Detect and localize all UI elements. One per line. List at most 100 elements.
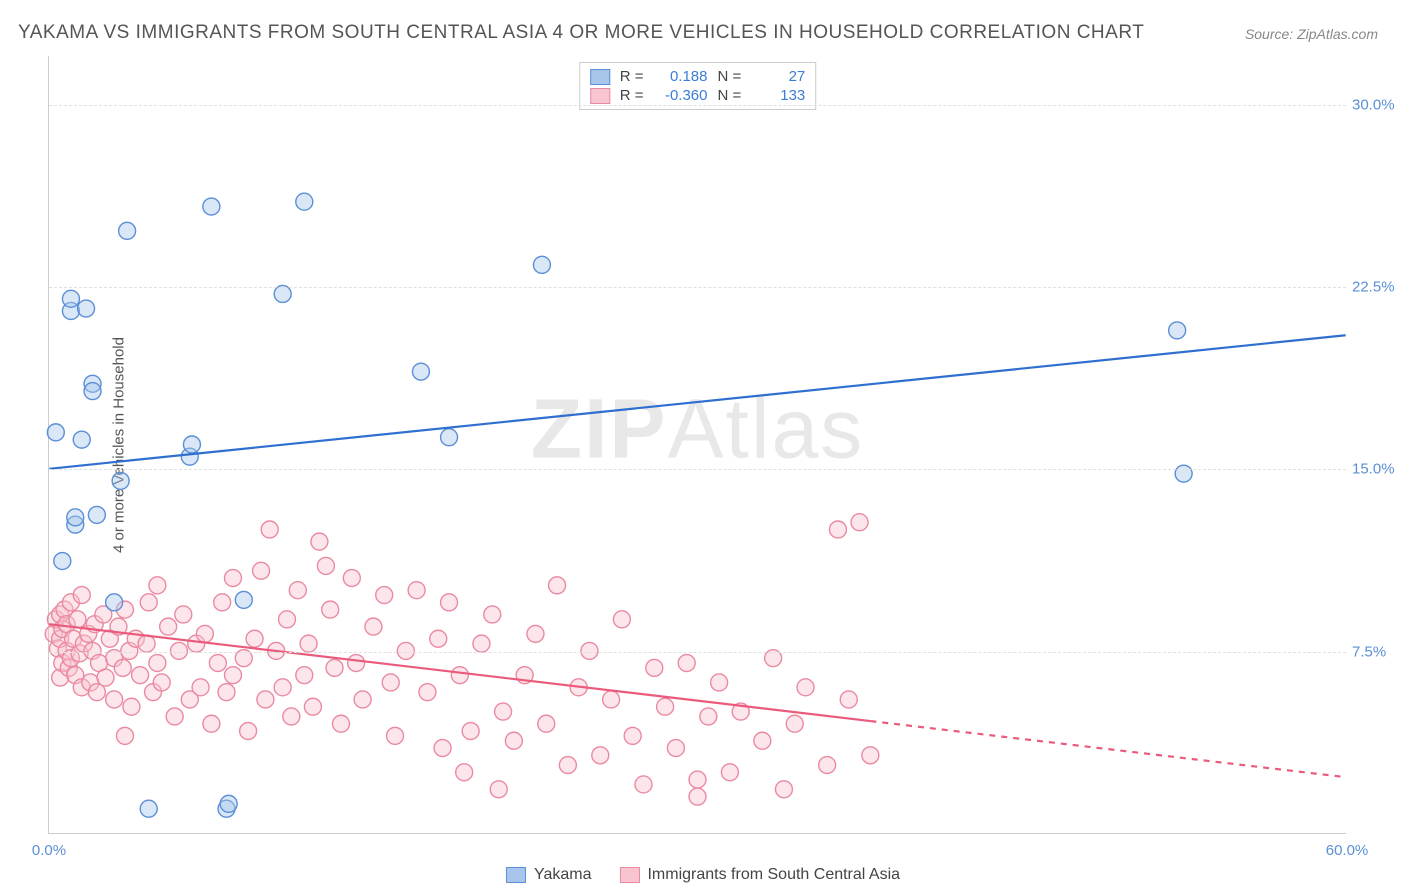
scatter-point xyxy=(840,691,857,708)
series-legend: Yakama Immigrants from South Central Asi… xyxy=(506,866,900,884)
scatter-point xyxy=(657,698,674,715)
scatter-point xyxy=(296,193,313,210)
scatter-point xyxy=(441,594,458,611)
scatter-point xyxy=(851,514,868,531)
legend-swatch-blue-bottom xyxy=(506,867,526,883)
scatter-point xyxy=(495,703,512,720)
scatter-point xyxy=(73,587,90,604)
scatter-point xyxy=(533,256,550,273)
stats-row-pink: R = -0.360 N = 133 xyxy=(590,86,806,105)
scatter-point xyxy=(1175,465,1192,482)
n-value-pink: 133 xyxy=(751,87,805,104)
scatter-point xyxy=(183,436,200,453)
trend-line xyxy=(49,335,1345,469)
scatter-point xyxy=(296,667,313,684)
gridline xyxy=(49,652,1346,653)
r-label-pink: R = xyxy=(620,87,644,104)
r-value-blue: 0.188 xyxy=(654,68,708,85)
scatter-point xyxy=(376,587,393,604)
scatter-point xyxy=(829,521,846,538)
scatter-point xyxy=(62,290,79,307)
scatter-point xyxy=(365,618,382,635)
scatter-point xyxy=(387,727,404,744)
xtick-label: 60.0% xyxy=(1326,842,1369,859)
scatter-point xyxy=(473,635,490,652)
correlation-chart: YAKAMA VS IMMIGRANTS FROM SOUTH CENTRAL … xyxy=(0,0,1406,892)
scatter-point xyxy=(84,383,101,400)
scatter-point xyxy=(689,788,706,805)
scatter-point xyxy=(116,727,133,744)
scatter-point xyxy=(220,795,237,812)
scatter-point xyxy=(274,285,291,302)
scatter-point xyxy=(203,198,220,215)
scatter-point xyxy=(451,667,468,684)
scatter-point xyxy=(73,431,90,448)
scatter-point xyxy=(538,715,555,732)
scatter-point xyxy=(775,781,792,798)
r-value-pink: -0.360 xyxy=(654,87,708,104)
n-label-pink: N = xyxy=(718,87,742,104)
scatter-point xyxy=(106,691,123,708)
scatter-point xyxy=(192,679,209,696)
ytick-label: 30.0% xyxy=(1352,96,1404,113)
n-value-blue: 27 xyxy=(751,68,805,85)
scatter-point xyxy=(348,655,365,672)
scatter-point xyxy=(283,708,300,725)
scatter-point xyxy=(412,363,429,380)
scatter-point xyxy=(786,715,803,732)
scatter-point xyxy=(175,606,192,623)
scatter-point xyxy=(140,800,157,817)
scatter-point xyxy=(304,698,321,715)
source-attribution: Source: ZipAtlas.com xyxy=(1245,26,1378,42)
ytick-label: 22.5% xyxy=(1352,278,1404,295)
scatter-point xyxy=(689,771,706,788)
scatter-point xyxy=(88,506,105,523)
scatter-point xyxy=(711,674,728,691)
legend-swatch-pink-bottom xyxy=(619,867,639,883)
scatter-point xyxy=(1169,322,1186,339)
scatter-point xyxy=(603,691,620,708)
scatter-point xyxy=(419,684,436,701)
scatter-point xyxy=(149,655,166,672)
scatter-point xyxy=(196,625,213,642)
scatter-point xyxy=(67,509,84,526)
gridline xyxy=(49,469,1346,470)
scatter-point xyxy=(354,691,371,708)
legend-label-pink: Immigrants from South Central Asia xyxy=(647,866,900,884)
scatter-point xyxy=(862,747,879,764)
scatter-point xyxy=(613,611,630,628)
scatter-point xyxy=(592,747,609,764)
scatter-point xyxy=(240,723,257,740)
scatter-point xyxy=(456,764,473,781)
n-label-blue: N = xyxy=(718,68,742,85)
scatter-point xyxy=(209,655,226,672)
scatter-point xyxy=(69,611,86,628)
plot-area: 4 or more Vehicles in Household ZIPAtlas… xyxy=(48,56,1346,834)
scatter-point xyxy=(253,562,270,579)
scatter-point xyxy=(235,591,252,608)
xtick-label: 0.0% xyxy=(32,842,66,859)
trend-line-extrapolated xyxy=(870,721,1345,777)
scatter-point xyxy=(382,674,399,691)
scatter-point xyxy=(160,618,177,635)
scatter-point xyxy=(527,625,544,642)
scatter-point xyxy=(97,669,114,686)
legend-swatch-blue xyxy=(590,69,610,85)
scatter-point xyxy=(505,732,522,749)
scatter-point xyxy=(700,708,717,725)
scatter-point xyxy=(114,659,131,676)
scatter-point xyxy=(54,553,71,570)
scatter-point xyxy=(289,582,306,599)
chart-title: YAKAMA VS IMMIGRANTS FROM SOUTH CENTRAL … xyxy=(18,22,1144,44)
scatter-point xyxy=(333,715,350,732)
scatter-point xyxy=(149,577,166,594)
scatter-point xyxy=(119,222,136,239)
ytick-label: 15.0% xyxy=(1352,461,1404,478)
stats-legend: R = 0.188 N = 27 R = -0.360 N = 133 xyxy=(579,62,817,110)
r-label-blue: R = xyxy=(620,68,644,85)
scatter-point xyxy=(246,630,263,647)
scatter-point xyxy=(721,764,738,781)
scatter-point xyxy=(408,582,425,599)
scatter-point xyxy=(343,570,360,587)
legend-item-blue: Yakama xyxy=(506,866,592,884)
